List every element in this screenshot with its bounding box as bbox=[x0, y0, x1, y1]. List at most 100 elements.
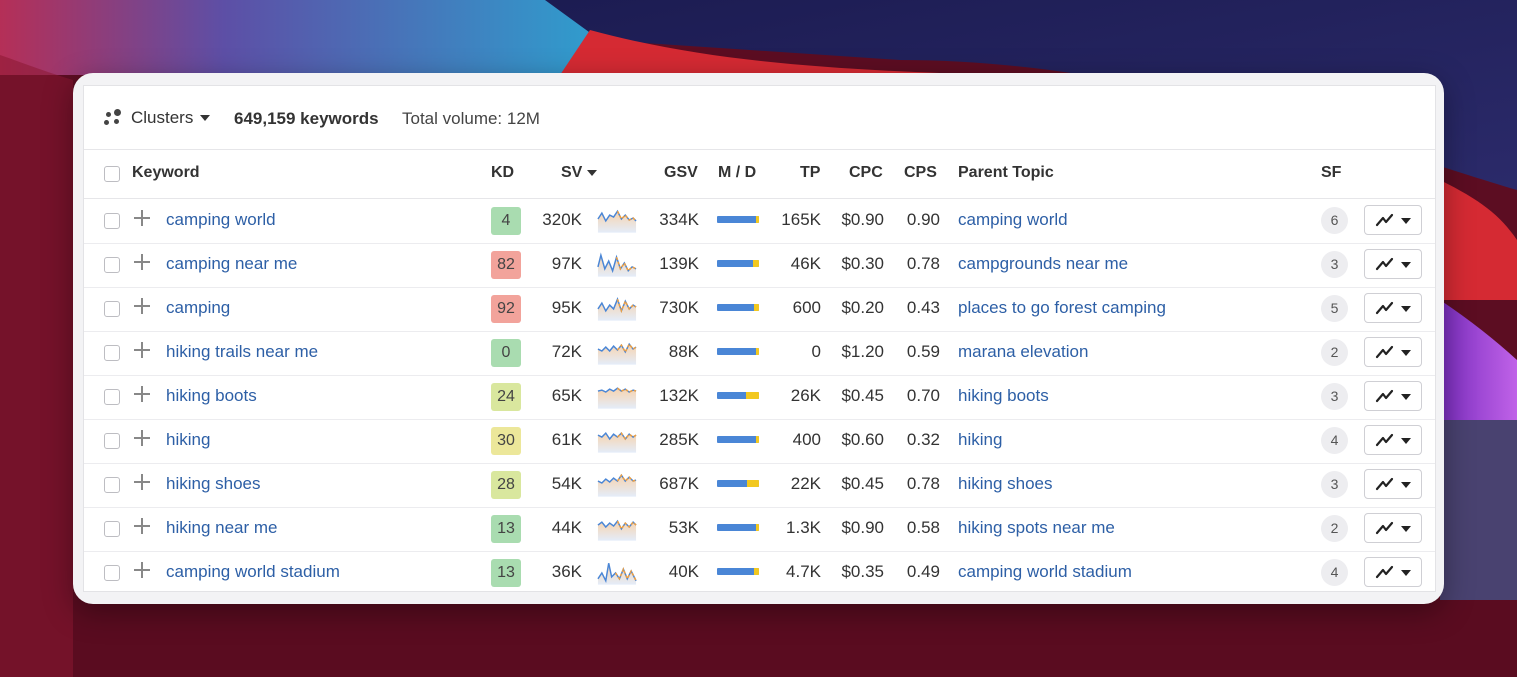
trend-dropdown-button[interactable] bbox=[1364, 293, 1422, 323]
row-checkbox[interactable] bbox=[104, 477, 120, 493]
table-row: camping world stadium 13 36K 40K 4.7K $0.35 0.… bbox=[84, 551, 1435, 591]
col-cps[interactable]: CPS bbox=[904, 164, 937, 181]
table-header: Keyword KD SV GSV M / D TP CPC CPS Paren… bbox=[84, 150, 1435, 199]
add-to-list-icon[interactable] bbox=[133, 209, 151, 227]
add-to-list-icon[interactable] bbox=[133, 429, 151, 447]
sf-count-badge[interactable]: 3 bbox=[1321, 471, 1348, 498]
sf-count-badge[interactable]: 6 bbox=[1321, 207, 1348, 234]
trend-line-icon bbox=[1375, 257, 1394, 271]
trend-dropdown-button[interactable] bbox=[1364, 381, 1422, 411]
trend-line-icon bbox=[1375, 477, 1394, 491]
md-bar bbox=[717, 348, 759, 355]
sf-count-badge[interactable]: 2 bbox=[1321, 339, 1348, 366]
trend-dropdown-button[interactable] bbox=[1364, 249, 1422, 279]
sv-value: 97K bbox=[551, 254, 582, 273]
keyword-link[interactable]: hiking shoes bbox=[166, 474, 261, 493]
trend-dropdown-button[interactable] bbox=[1364, 337, 1422, 367]
parent-topic-link[interactable]: marana elevation bbox=[958, 342, 1089, 361]
trend-dropdown-button[interactable] bbox=[1364, 425, 1422, 455]
row-checkbox[interactable] bbox=[104, 433, 120, 449]
add-to-list-icon[interactable] bbox=[133, 385, 151, 403]
gsv-value: 88K bbox=[668, 342, 699, 361]
keyword-link[interactable]: camping world stadium bbox=[166, 562, 340, 581]
md-bar bbox=[717, 436, 759, 443]
keyword-link[interactable]: hiking boots bbox=[166, 386, 257, 405]
parent-topic-link[interactable]: camping world stadium bbox=[958, 562, 1132, 581]
add-to-list-icon[interactable] bbox=[133, 297, 151, 315]
tp-value: 600 bbox=[792, 298, 821, 317]
col-kd[interactable]: KD bbox=[491, 164, 515, 181]
trend-line-icon bbox=[1375, 433, 1394, 447]
parent-topic-link[interactable]: hiking spots near me bbox=[958, 518, 1115, 537]
add-to-list-icon[interactable] bbox=[133, 253, 151, 271]
sf-count-badge[interactable]: 3 bbox=[1321, 383, 1348, 410]
gsv-value: 730K bbox=[659, 298, 699, 317]
kd-badge: 92 bbox=[491, 295, 521, 323]
col-md[interactable]: M / D bbox=[718, 164, 757, 181]
row-checkbox[interactable] bbox=[104, 521, 120, 537]
parent-topic-link[interactable]: hiking boots bbox=[958, 386, 1049, 405]
trend-dropdown-button[interactable] bbox=[1364, 205, 1422, 235]
clusters-dropdown[interactable]: Clusters bbox=[104, 108, 211, 128]
row-checkbox[interactable] bbox=[104, 389, 120, 405]
col-keyword[interactable]: Keyword bbox=[132, 164, 200, 181]
sf-count-badge[interactable]: 4 bbox=[1321, 559, 1348, 586]
col-parent-topic[interactable]: Parent Topic bbox=[958, 164, 1054, 181]
keyword-link[interactable]: camping bbox=[166, 298, 231, 317]
table-row: hiking shoes 28 54K 687K 22K $0.45 0.78 hiking … bbox=[84, 463, 1435, 508]
tp-value: 0 bbox=[811, 342, 821, 361]
parent-topic-link[interactable]: places to go forest camping bbox=[958, 298, 1166, 317]
row-checkbox[interactable] bbox=[104, 565, 120, 581]
row-checkbox[interactable] bbox=[104, 345, 120, 361]
sv-value: 36K bbox=[551, 562, 582, 581]
gsv-value: 132K bbox=[659, 386, 699, 405]
cpc-value: $0.45 bbox=[841, 474, 884, 493]
col-gsv[interactable]: GSV bbox=[664, 164, 698, 181]
row-checkbox[interactable] bbox=[104, 257, 120, 273]
parent-topic-link[interactable]: hiking bbox=[958, 430, 1003, 449]
keyword-link[interactable]: camping world bbox=[166, 210, 276, 229]
sf-count-badge[interactable]: 2 bbox=[1321, 515, 1348, 542]
col-sv[interactable]: SV bbox=[561, 164, 598, 182]
add-to-list-icon[interactable] bbox=[133, 561, 151, 579]
keyword-link[interactable]: hiking bbox=[166, 430, 211, 449]
keyword-link[interactable]: hiking near me bbox=[166, 518, 278, 537]
trend-dropdown-button[interactable] bbox=[1364, 513, 1422, 543]
gsv-value: 53K bbox=[668, 518, 699, 537]
sv-trend-sparkline bbox=[597, 297, 637, 321]
cps-value: 0.78 bbox=[906, 474, 940, 493]
col-sf[interactable]: SF bbox=[1321, 164, 1342, 181]
sf-count-badge[interactable]: 3 bbox=[1321, 251, 1348, 278]
add-to-list-icon[interactable] bbox=[133, 473, 151, 491]
keyword-link[interactable]: hiking trails near me bbox=[166, 342, 319, 361]
sv-value: 72K bbox=[551, 342, 582, 361]
row-checkbox[interactable] bbox=[104, 213, 120, 229]
chevron-down-icon bbox=[1401, 218, 1411, 224]
cpc-value: $0.90 bbox=[841, 518, 884, 537]
sv-trend-sparkline bbox=[597, 209, 637, 233]
sv-trend-sparkline bbox=[597, 519, 637, 541]
tp-value: 4.7K bbox=[786, 562, 821, 581]
cps-value: 0.59 bbox=[906, 342, 940, 361]
kd-badge: 13 bbox=[491, 559, 521, 587]
sv-trend-sparkline bbox=[597, 387, 637, 409]
parent-topic-link[interactable]: camping world bbox=[958, 210, 1068, 229]
parent-topic-link[interactable]: campgrounds near me bbox=[958, 254, 1129, 273]
add-to-list-icon[interactable] bbox=[133, 341, 151, 359]
add-to-list-icon[interactable] bbox=[133, 517, 151, 535]
tp-value: 46K bbox=[790, 254, 821, 273]
select-all-checkbox[interactable] bbox=[104, 166, 120, 182]
trend-line-icon bbox=[1375, 389, 1394, 403]
sf-count-badge[interactable]: 5 bbox=[1321, 295, 1348, 322]
col-cpc[interactable]: CPC bbox=[849, 164, 883, 181]
sort-desc-icon bbox=[587, 169, 598, 176]
row-checkbox[interactable] bbox=[104, 301, 120, 317]
parent-topic-link[interactable]: hiking shoes bbox=[958, 474, 1053, 493]
gsv-value: 334K bbox=[659, 210, 699, 229]
keyword-link[interactable]: camping near me bbox=[166, 254, 298, 273]
col-tp[interactable]: TP bbox=[800, 164, 821, 181]
trend-dropdown-button[interactable] bbox=[1364, 469, 1422, 499]
sf-count-badge[interactable]: 4 bbox=[1321, 427, 1348, 454]
trend-dropdown-button[interactable] bbox=[1364, 557, 1422, 587]
kd-badge: 30 bbox=[491, 427, 521, 455]
